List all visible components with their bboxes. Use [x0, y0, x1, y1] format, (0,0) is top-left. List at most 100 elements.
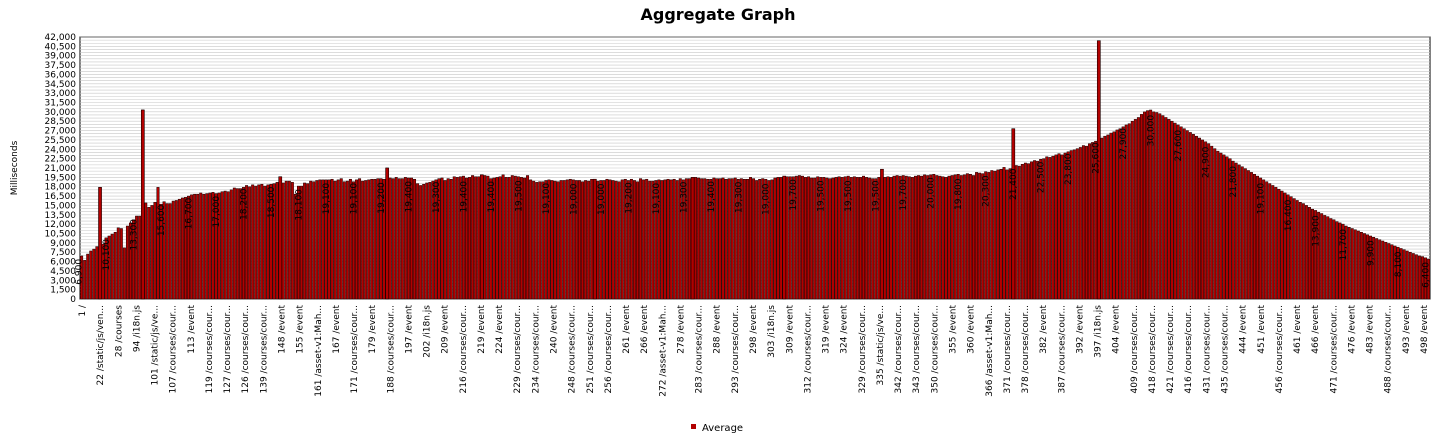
bar [1103, 135, 1107, 300]
bar [962, 174, 966, 300]
y-tick-label: 39,000 [45, 52, 77, 62]
bar [122, 247, 126, 300]
bar [1161, 115, 1165, 300]
bar [153, 202, 157, 300]
y-tick-label: 42,000 [45, 33, 77, 43]
y-tick-label: 10,500 [45, 230, 77, 240]
bar [336, 179, 340, 300]
bar [871, 178, 875, 300]
bar [501, 174, 505, 300]
x-tick-label: 309 /event [785, 305, 795, 354]
bar-value-label: 19,100 [542, 183, 552, 215]
bar [113, 232, 117, 300]
bar [342, 181, 346, 300]
bar [1158, 113, 1162, 300]
bar [868, 177, 872, 300]
bar [687, 178, 691, 300]
bar [639, 178, 643, 300]
bar [300, 185, 304, 300]
bar [1298, 202, 1302, 300]
bar [831, 177, 835, 300]
bar [272, 183, 276, 300]
bar [235, 188, 239, 300]
bar [718, 178, 722, 300]
bar [416, 183, 420, 300]
bar [651, 180, 655, 300]
bar [1396, 246, 1400, 300]
bar [636, 181, 639, 300]
x-tick-label: 382 /event [1039, 305, 1049, 354]
bar [611, 180, 615, 300]
bar [797, 175, 801, 300]
bar [666, 178, 670, 300]
bar [813, 177, 817, 300]
x-tick-label: 94 /i18n.js [132, 305, 142, 352]
bar [745, 178, 749, 300]
bar [1182, 128, 1186, 300]
bar-value-label: 20,300 [982, 175, 992, 207]
bar [504, 177, 508, 300]
x-tick-label: 329 /courses/cour... [858, 305, 868, 394]
bar [1311, 208, 1314, 300]
bar [956, 173, 960, 300]
bar [895, 175, 899, 300]
bar [1198, 137, 1201, 300]
bar [855, 177, 859, 300]
y-tick-label: 15,000 [45, 201, 77, 211]
bar [431, 180, 435, 300]
bar-value-label: 24,900 [1202, 146, 1212, 178]
bar [529, 179, 533, 300]
bar [312, 181, 316, 300]
bar [1017, 165, 1021, 300]
bar [965, 173, 969, 300]
y-tick-label: 12,000 [45, 220, 77, 230]
bar [361, 180, 365, 300]
bar [700, 178, 704, 300]
bar [287, 180, 291, 300]
bar [541, 181, 545, 300]
bar [1228, 158, 1232, 300]
bar-value-label: 25,600 [1092, 142, 1102, 174]
bar [779, 177, 783, 300]
bar [116, 227, 120, 300]
bar-value-label: 9,900 [1366, 240, 1376, 266]
y-tick-label: 1,500 [50, 286, 76, 296]
bar [376, 178, 380, 300]
bar [519, 177, 523, 300]
bar [309, 180, 313, 300]
y-tick-label: 37,500 [45, 61, 77, 71]
bar [990, 170, 994, 300]
x-tick-label: 288 /event [713, 305, 723, 354]
bar [1378, 239, 1382, 300]
bar [1088, 143, 1092, 300]
bar [284, 180, 288, 300]
bar-value-label: 19,800 [954, 178, 964, 210]
y-axis-label: Milliseconds [10, 140, 20, 195]
bar [147, 207, 151, 300]
bar [715, 178, 719, 300]
bar [370, 178, 374, 300]
bar [193, 193, 197, 300]
bar [959, 175, 963, 300]
bar [648, 180, 652, 300]
bar [156, 187, 160, 300]
bar [1185, 130, 1189, 300]
bar [1234, 162, 1238, 300]
bar [1051, 155, 1055, 300]
bar [1191, 134, 1195, 300]
bar [443, 180, 447, 300]
bar-value-label: 19,000 [597, 183, 607, 215]
bar-value-label: 21,400 [1009, 168, 1019, 200]
bar-value-label: 19,500 [514, 180, 524, 212]
bar-value-label: 11,700 [1339, 229, 1349, 261]
bar [303, 182, 307, 300]
bar [1219, 152, 1223, 300]
bar [394, 177, 398, 300]
bar [1152, 111, 1156, 300]
bar [1005, 169, 1009, 300]
bar [1176, 124, 1180, 300]
bar [697, 177, 701, 300]
bar [196, 193, 200, 300]
legend-swatch-average [691, 424, 696, 429]
bar [413, 178, 417, 300]
